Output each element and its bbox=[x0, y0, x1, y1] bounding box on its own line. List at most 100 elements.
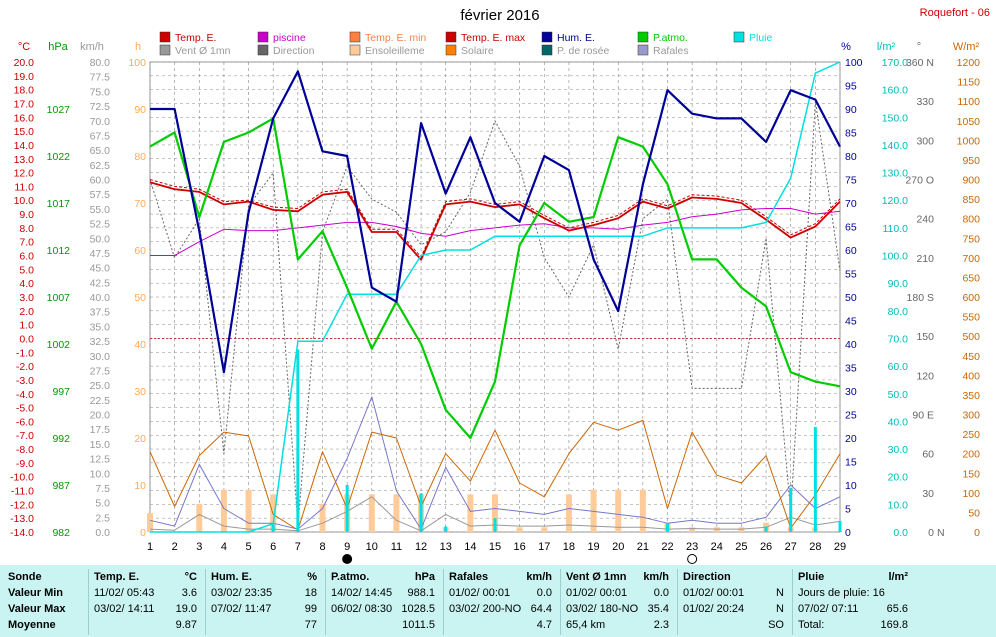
direction-tick-label: 0 bbox=[928, 527, 934, 539]
x-tick-label: 22 bbox=[661, 541, 673, 553]
temp-unit-label: °C bbox=[18, 41, 30, 53]
sunshine-tick-label: 90 bbox=[134, 104, 146, 116]
hum-unit-label: % bbox=[841, 41, 851, 53]
x-axis: 1 2 3 4 5 6 7 8 9 10 11 12 13 14 15 16 17 18 19 20 21 22 23 24 2… bbox=[147, 541, 846, 564]
summary-hum: Hum. E. % 03/02/ 23:35 18 07/02/ 11:47 9… bbox=[207, 565, 325, 637]
humidity-tick-label: 45 bbox=[845, 316, 857, 328]
humidity-tick-label: 10 bbox=[845, 480, 857, 492]
legend-swatch bbox=[541, 44, 553, 56]
legend-swatch bbox=[159, 31, 171, 43]
direction-tick-label: 90 E bbox=[912, 410, 934, 422]
x-tick-label: 24 bbox=[711, 541, 723, 553]
rain-daily-bar bbox=[444, 526, 448, 532]
sunshine-bar bbox=[590, 489, 597, 532]
temp-tick-label: 5.0 bbox=[19, 264, 34, 276]
rain-daily-bar bbox=[764, 526, 768, 532]
humidity-tick-label: 90 bbox=[845, 104, 857, 116]
temp-tick-label: 7.0 bbox=[19, 237, 34, 249]
temp-tick-label: -6.0 bbox=[16, 416, 34, 428]
solar-tick-label: 1000 bbox=[957, 135, 981, 147]
sunshine-bar bbox=[565, 494, 572, 532]
solar-tick-label: 1050 bbox=[957, 116, 981, 128]
direction-tick-label: 60 bbox=[922, 449, 934, 461]
gust-title: Rafales bbox=[449, 571, 489, 583]
summary-press: P.atmo. hPa 14/02/ 14:45 988.1 06/02/ 08… bbox=[327, 565, 443, 637]
x-tick-label: 6 bbox=[270, 541, 276, 553]
solar-tick-label: 1150 bbox=[957, 77, 980, 89]
rain-tick-label: 70.0 bbox=[888, 333, 909, 345]
row-min-label: Valeur Min bbox=[8, 587, 64, 599]
wind-tick-label: 32.5 bbox=[90, 336, 111, 348]
direction-tick-label: 120 bbox=[916, 370, 934, 382]
wind-tick-label: 20.0 bbox=[90, 410, 111, 422]
temp-tick-label: -10.0 bbox=[10, 472, 34, 484]
press-unit: hPa bbox=[414, 571, 435, 583]
solar-tick-label: 650 bbox=[962, 272, 980, 284]
temp-avg-value: 9.87 bbox=[175, 619, 197, 631]
solar-tick-label: 100 bbox=[962, 488, 980, 500]
rain-tick-label: 140.0 bbox=[882, 140, 908, 152]
wind-unit-label: km/h bbox=[80, 41, 104, 53]
wind-tick-label: 62.5 bbox=[90, 160, 111, 172]
dir-title: Direction bbox=[683, 571, 731, 583]
wind-max-date: 03/02/ 180-NO bbox=[566, 603, 639, 615]
x-tick-label: 28 bbox=[809, 541, 821, 553]
series-line-temp-e-max bbox=[149, 179, 841, 258]
legend-label: Vent Ø 1mn bbox=[175, 45, 231, 57]
x-tick-label: 8 bbox=[319, 541, 325, 553]
pressure-tick-label: 1012 bbox=[47, 245, 71, 257]
solar-tick-label: 800 bbox=[962, 214, 980, 226]
legend-label: P. de rosée bbox=[557, 45, 610, 57]
humidity-tick-label: 50 bbox=[845, 292, 857, 304]
press-title: P.atmo. bbox=[331, 571, 370, 583]
wind-tick-label: 15.0 bbox=[90, 439, 111, 451]
sunshine-tick-label: 40 bbox=[134, 339, 146, 351]
rain-max-date: 07/02/ 07:11 bbox=[798, 603, 859, 615]
series-line-p-atmo bbox=[149, 117, 841, 440]
solar-tick-label: 500 bbox=[962, 331, 980, 343]
temp-tick-label: 16.0 bbox=[14, 112, 35, 124]
sunshine-bar bbox=[738, 527, 745, 532]
humidity-tick-label: 25 bbox=[845, 410, 857, 422]
x-tick-label: 10 bbox=[366, 541, 378, 553]
temp-max-date: 03/02/ 14:11 bbox=[94, 603, 155, 615]
legend-swatch bbox=[637, 31, 649, 43]
direction-tick-label: 330 bbox=[916, 96, 934, 108]
direction-cardinal-label: N bbox=[937, 527, 945, 539]
wind-tick-label: 65.0 bbox=[90, 145, 111, 157]
temp-tick-label: -8.0 bbox=[16, 444, 34, 456]
solar-tick-label: 350 bbox=[962, 390, 980, 402]
hum-title: Hum. E. bbox=[211, 571, 252, 583]
solar-tick-label: 200 bbox=[962, 449, 980, 461]
temp-tick-label: 8.0 bbox=[19, 223, 34, 235]
rain-daily-bar bbox=[419, 493, 423, 532]
wind-avg-value: 2.3 bbox=[653, 619, 669, 631]
axis-units: °C hPa km/h h% l/m² ° W/m² bbox=[18, 41, 980, 53]
sunshine-bar bbox=[516, 527, 523, 532]
wind-tick-label: 30.0 bbox=[90, 351, 111, 363]
solar-tick-label: 50 bbox=[968, 507, 980, 519]
sunshine-tick-label: 70 bbox=[134, 198, 146, 210]
pressure-tick-label: 1002 bbox=[47, 339, 71, 351]
legend-swatch bbox=[637, 44, 649, 56]
wind-title: Vent Ø 1mn bbox=[566, 571, 627, 583]
rain-daily-bar bbox=[666, 523, 669, 532]
legend-label: Temp. E. min bbox=[365, 32, 426, 44]
legend-label: P.atmo. bbox=[653, 32, 688, 44]
x-tick-label: 12 bbox=[415, 541, 427, 553]
solar-tick-label: 850 bbox=[962, 194, 980, 206]
solar-tick-label: 950 bbox=[962, 155, 980, 167]
rain-daily-bar bbox=[345, 485, 349, 532]
dir-max-date: 01/02/ 20:24 bbox=[683, 603, 745, 615]
wind-tick-label: 2.5 bbox=[95, 512, 110, 524]
temp-tick-label: 20.0 bbox=[14, 57, 35, 69]
x-tick-label: 21 bbox=[637, 541, 649, 553]
direction-tick-label: 360 N bbox=[906, 57, 934, 69]
temp-tick-label: -14.0 bbox=[10, 527, 34, 539]
station-name: Roquefort - 06 bbox=[920, 7, 990, 19]
temp-tick-label: 15.0 bbox=[14, 126, 35, 138]
temp-tick-label: -4.0 bbox=[16, 389, 34, 401]
rain-tick-label: 50.0 bbox=[888, 389, 909, 401]
series-line-direction bbox=[149, 100, 841, 526]
temp-tick-label: 17.0 bbox=[14, 98, 35, 110]
